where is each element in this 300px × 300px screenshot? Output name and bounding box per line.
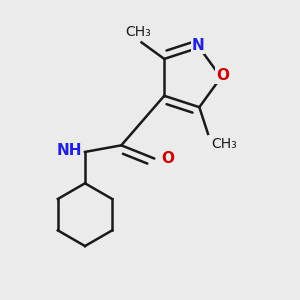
Text: CH₃: CH₃ [125, 25, 151, 39]
Text: O: O [216, 68, 229, 83]
Text: CH₃: CH₃ [211, 137, 237, 151]
Text: N: N [191, 38, 204, 53]
Text: NH: NH [56, 143, 82, 158]
Text: O: O [162, 151, 175, 166]
